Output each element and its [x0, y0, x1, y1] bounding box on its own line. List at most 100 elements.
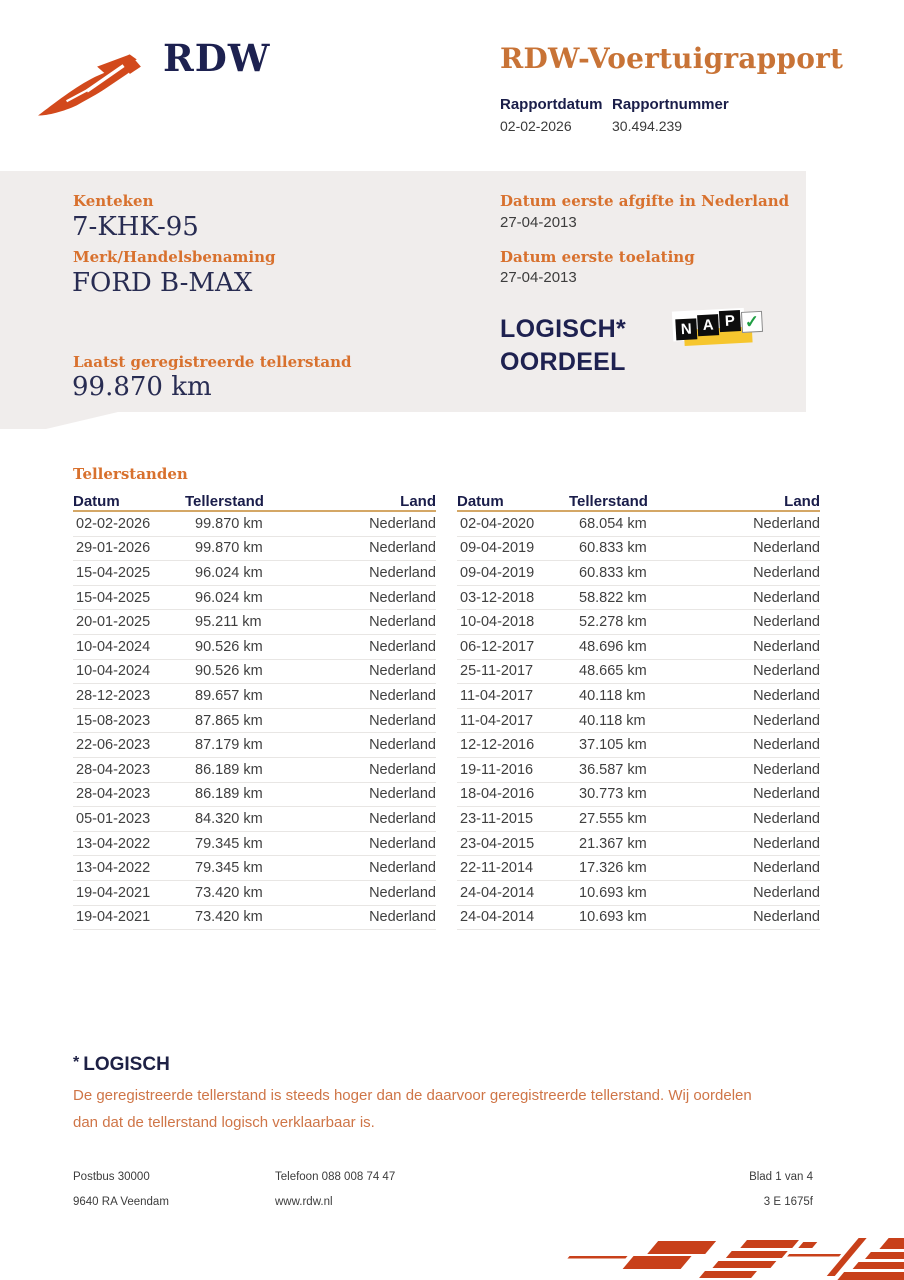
table-cell: 96.024 km — [195, 589, 263, 606]
nap-tile-a: A — [697, 314, 720, 337]
table-row: 13-04-2022 79.345 km Nederland — [73, 832, 436, 857]
col-header-datum: Datum — [457, 493, 504, 510]
table-cell: Nederland — [753, 638, 820, 655]
table-cell: Nederland — [369, 761, 436, 778]
table-cell: Nederland — [369, 614, 436, 631]
table-cell: Nederland — [369, 810, 436, 827]
table-row: 15-04-2025 96.024 km Nederland — [73, 561, 436, 586]
table-cell: 03-12-2018 — [460, 589, 535, 606]
kenteken-value: 7-KHK-95 — [72, 212, 199, 242]
table-cell: 84.320 km — [195, 810, 263, 827]
table-cell: 19-04-2021 — [76, 884, 151, 901]
table-cell: Nederland — [753, 909, 820, 926]
table-cell: 99.870 km — [195, 540, 263, 557]
table-cell: Nederland — [753, 687, 820, 704]
table-cell: 24-04-2014 — [460, 884, 535, 901]
table-cell: 10-04-2018 — [460, 614, 535, 631]
rdw-wordmark: RDW — [163, 36, 271, 80]
merk-label: Merk/Handelsbenaming — [73, 248, 276, 266]
footer-city: 9640 RA Veendam — [73, 1196, 169, 1208]
nap-tile-p: P — [718, 310, 741, 333]
logisch-note-heading: * LOGISCH — [73, 1054, 170, 1076]
tellerstanden-table-left: Datum Tellerstand Land 02-02-2026 99.870 … — [73, 488, 436, 931]
table-cell: 10-04-2024 — [76, 663, 151, 680]
table-cell: Nederland — [753, 835, 820, 852]
table-row: 06-12-2017 48.696 km Nederland — [457, 635, 820, 660]
oordeel-verdict: LOGISCH* OORDEEL — [500, 313, 626, 379]
table-cell: 19-04-2021 — [76, 909, 151, 926]
table-row: 23-11-2015 27.555 km Nederland — [457, 807, 820, 832]
table-row: 12-12-2016 37.105 km Nederland — [457, 733, 820, 758]
nap-checkmark-icon: ✓ — [740, 310, 764, 333]
table-cell: 87.865 km — [195, 712, 263, 729]
table-row: 24-04-2014 10.693 km Nederland — [457, 881, 820, 906]
table-cell: Nederland — [753, 884, 820, 901]
table-cell: Nederland — [753, 810, 820, 827]
table-row: 22-06-2023 87.179 km Nederland — [73, 733, 436, 758]
table-cell: 21.367 km — [579, 835, 647, 852]
table-cell: 79.345 km — [195, 860, 263, 877]
footer-page-number: Blad 1 van 4 — [749, 1171, 813, 1183]
table-row: 28-04-2023 86.189 km Nederland — [73, 758, 436, 783]
table-cell: Nederland — [369, 786, 436, 803]
table-row: 10-04-2018 52.278 km Nederland — [457, 610, 820, 635]
table-cell: 09-04-2019 — [460, 540, 535, 557]
table-row: 02-04-2020 68.054 km Nederland — [457, 512, 820, 537]
table-cell: Nederland — [753, 540, 820, 557]
table-cell: 90.526 km — [195, 663, 263, 680]
col-header-land: Land — [400, 493, 436, 510]
table-cell: 23-11-2015 — [460, 810, 534, 827]
table-row: 18-04-2016 30.773 km Nederland — [457, 783, 820, 808]
footer-form-code: 3 E 1675f — [763, 1196, 813, 1208]
table-cell: Nederland — [753, 860, 820, 877]
table-row: 19-11-2016 36.587 km Nederland — [457, 758, 820, 783]
table-cell: 52.278 km — [579, 614, 647, 631]
table-row: 15-04-2025 96.024 km Nederland — [73, 586, 436, 611]
vehicle-summary-panel-tail — [0, 412, 118, 429]
table-row: 28-12-2023 89.657 km Nederland — [73, 684, 436, 709]
merk-value: FORD B-MAX — [72, 268, 253, 298]
table-row: 10-04-2024 90.526 km Nederland — [73, 635, 436, 660]
tellerstand-value: 99.870 km — [72, 372, 212, 402]
table-cell: 09-04-2019 — [460, 564, 535, 581]
footer-postbus: Postbus 30000 — [73, 1171, 150, 1183]
table-row: 19-04-2021 73.420 km Nederland — [73, 881, 436, 906]
table-cell: 79.345 km — [195, 835, 263, 852]
tellerstanden-heading: Tellerstanden — [73, 465, 188, 483]
table-cell: Nederland — [369, 835, 436, 852]
report-number-label: Rapportnummer — [612, 96, 729, 113]
table-cell: 96.024 km — [195, 564, 263, 581]
tellerstand-label: Laatst geregistreerde tellerstand — [73, 353, 352, 371]
table-cell: 10.693 km — [579, 884, 647, 901]
table-header-row: Datum Tellerstand Land — [457, 488, 820, 512]
table-cell: 13-04-2022 — [76, 835, 151, 852]
nap-logo: N A P ✓ — [671, 307, 769, 356]
toelating-value: 27-04-2013 — [500, 269, 577, 286]
tellerstanden-table-right: Datum Tellerstand Land 02-04-2020 68.054 … — [457, 488, 820, 931]
table-header-row: Datum Tellerstand Land — [73, 488, 436, 512]
table-cell: 68.054 km — [579, 515, 647, 532]
table-cell: 48.665 km — [579, 663, 647, 680]
table-row: 11-04-2017 40.118 km Nederland — [457, 709, 820, 734]
report-number-value: 30.494.239 — [612, 118, 683, 134]
table-cell: 12-12-2016 — [460, 737, 535, 754]
table-cell: 29-01-2026 — [76, 540, 151, 557]
table-row: 15-08-2023 87.865 km Nederland — [73, 709, 436, 734]
table-cell: Nederland — [369, 589, 436, 606]
col-header-datum: Datum — [73, 493, 120, 510]
table-row: 29-01-2026 99.870 km Nederland — [73, 537, 436, 562]
table-cell: Nederland — [753, 737, 820, 754]
report-date-value: 02-02-2026 — [500, 118, 572, 134]
table-cell: 73.420 km — [195, 909, 263, 926]
table-cell: 24-04-2014 — [460, 909, 535, 926]
table-cell: Nederland — [753, 589, 820, 606]
table-cell: 87.179 km — [195, 737, 263, 754]
table-cell: 99.870 km — [195, 515, 263, 532]
table-cell: Nederland — [753, 614, 820, 631]
oordeel-line1: LOGISCH* — [500, 315, 627, 343]
table-cell: Nederland — [753, 786, 820, 803]
rdw-speed-stripes-graphic — [567, 1238, 904, 1280]
table-row: 10-04-2024 90.526 km Nederland — [73, 660, 436, 685]
toelating-label: Datum eerste toelating — [500, 248, 695, 266]
table-row: 02-02-2026 99.870 km Nederland — [73, 512, 436, 537]
